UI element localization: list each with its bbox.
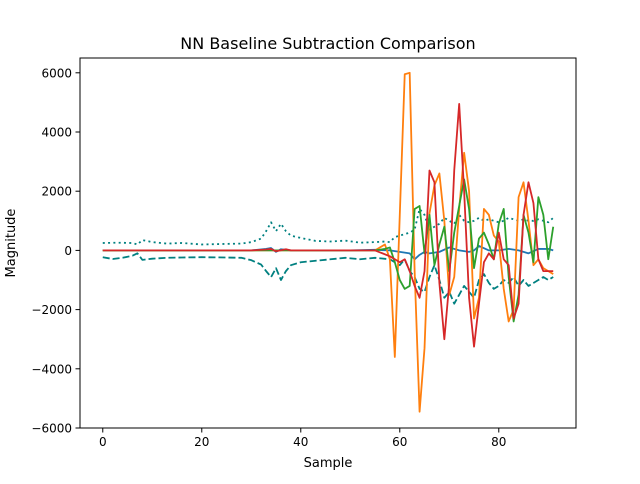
- series-line-4: [102, 71, 554, 413]
- chart-title: NN Baseline Subtraction Comparison: [180, 34, 475, 53]
- y-tick-label: −2000: [31, 303, 72, 317]
- series-layer: [102, 71, 555, 413]
- x-axis: 0 20 40 60 80: [99, 428, 506, 449]
- x-tick-label: 40: [293, 435, 308, 449]
- x-tick-label: 0: [99, 435, 107, 449]
- y-tick-label: 4000: [41, 126, 72, 140]
- series-line-1: [102, 208, 554, 246]
- y-tick-label: −6000: [31, 422, 72, 436]
- y-axis: −6000 −4000 −2000 0 2000 4000 6000: [31, 66, 80, 436]
- x-axis-label: Sample: [304, 456, 353, 471]
- y-axis-label: Magnitude: [4, 209, 19, 278]
- y-tick-label: −4000: [31, 362, 72, 376]
- x-tick-label: 80: [491, 435, 506, 449]
- series-line-6: [102, 102, 554, 348]
- x-tick-label: 60: [392, 435, 407, 449]
- y-tick-label: 6000: [41, 66, 72, 80]
- y-tick-label: 2000: [41, 185, 72, 199]
- plot-frame: [79, 57, 577, 429]
- x-tick-label: 20: [194, 435, 209, 449]
- y-tick-label: 0: [64, 244, 72, 258]
